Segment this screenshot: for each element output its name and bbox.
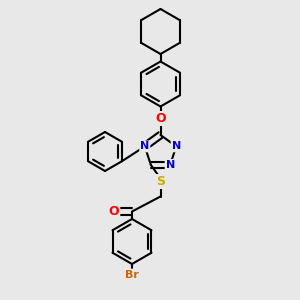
Text: O: O [109,205,119,218]
Text: N: N [172,141,181,152]
Text: O: O [155,112,166,125]
Text: S: S [156,175,165,188]
Text: Br: Br [125,269,139,280]
Text: N: N [166,160,175,170]
Text: N: N [140,141,149,152]
